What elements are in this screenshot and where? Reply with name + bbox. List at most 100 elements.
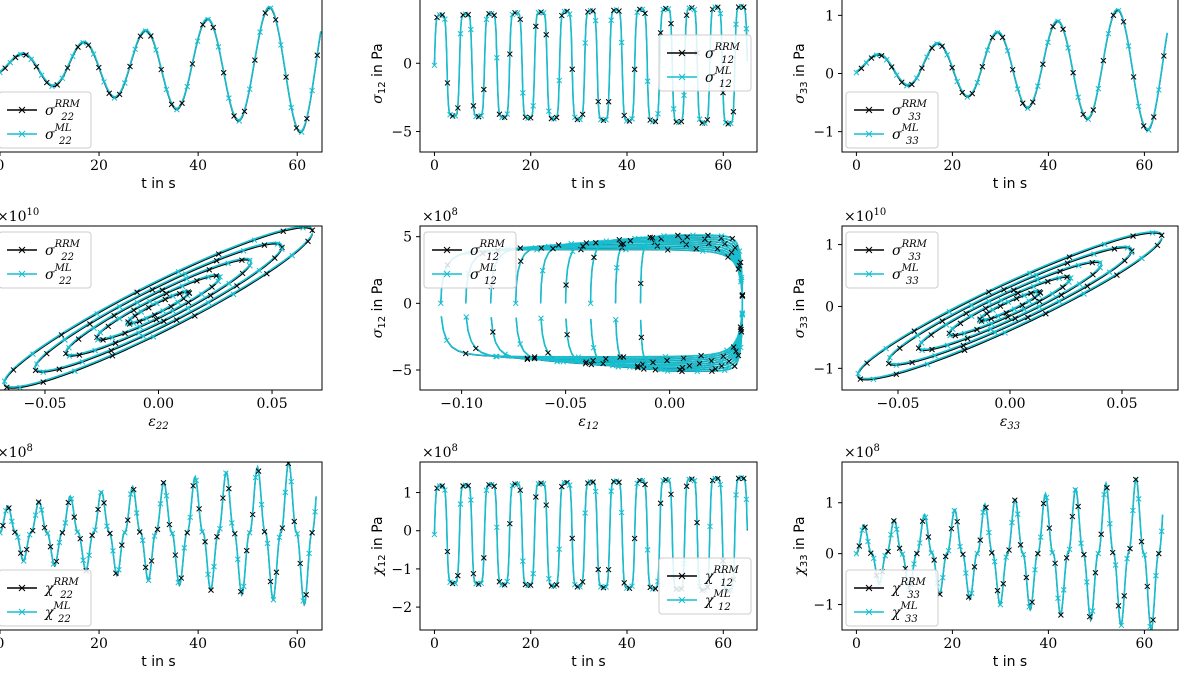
marker-point	[209, 284, 215, 290]
marker-point	[603, 116, 609, 123]
chart-panel-p23: −0.05 0.00 0.05 1 0 −1 ε33 σ33 in Pa ×1010 σRRM 33…	[792, 207, 1179, 432]
marker-point	[145, 577, 152, 584]
marker-point	[661, 232, 667, 239]
marker-point	[236, 118, 243, 124]
marker-point	[736, 248, 743, 254]
marker-point	[592, 239, 599, 246]
marker-point	[251, 237, 258, 244]
marker-point	[705, 232, 711, 239]
marker-point	[527, 114, 534, 121]
marker-point	[1066, 254, 1073, 260]
marker-point	[478, 113, 485, 119]
marker-point	[285, 462, 292, 467]
marker-point	[85, 42, 92, 49]
marker-point	[730, 344, 737, 350]
marker-point	[929, 45, 935, 51]
marker-point	[569, 535, 576, 542]
marker-point	[893, 526, 900, 533]
marker-point	[649, 234, 656, 241]
marker-point	[40, 379, 47, 385]
marker-point	[280, 228, 287, 235]
marker-point	[615, 364, 622, 370]
marker-point	[609, 362, 616, 369]
marker-point	[124, 320, 131, 327]
marker-point	[579, 111, 586, 118]
marker-point	[1081, 551, 1087, 558]
marker-point	[470, 103, 477, 109]
marker-point	[519, 90, 526, 96]
marker-point	[134, 299, 141, 306]
marker-point	[140, 333, 147, 340]
marker-point	[617, 354, 623, 361]
marker-point	[737, 344, 744, 351]
marker-point	[228, 520, 235, 526]
marker-point	[1070, 69, 1076, 76]
marker-point	[652, 366, 659, 373]
marker-point	[1140, 123, 1147, 129]
marker-point	[519, 558, 526, 564]
marker-point	[733, 348, 739, 355]
marker-point	[1043, 494, 1050, 501]
marker-point	[1075, 262, 1082, 269]
marker-point	[143, 315, 150, 322]
marker-point	[1034, 550, 1041, 557]
marker-point	[106, 90, 113, 97]
marker-point	[870, 376, 877, 383]
marker-point	[205, 299, 212, 306]
marker-point	[893, 371, 900, 378]
marker-point	[590, 344, 597, 351]
marker-point	[151, 533, 158, 539]
marker-point	[928, 550, 935, 556]
marker-point	[1158, 232, 1165, 239]
marker-point	[960, 342, 967, 349]
marker-point	[1049, 549, 1056, 556]
marker-point	[974, 326, 980, 333]
marker-point	[80, 39, 87, 46]
marker-point	[158, 66, 165, 73]
axis-multiplier: ×108	[422, 443, 458, 461]
marker-point	[856, 543, 863, 549]
marker-point	[1106, 520, 1113, 527]
marker-point	[636, 6, 643, 13]
marker-point	[686, 362, 693, 369]
x-axis-label: ε12	[578, 414, 598, 432]
marker-point	[540, 481, 547, 487]
marker-point	[627, 357, 634, 364]
marker-point	[261, 242, 268, 249]
marker-point	[982, 317, 989, 324]
marker-point	[651, 241, 658, 248]
marker-point	[246, 529, 253, 536]
marker-point	[868, 55, 875, 61]
marker-point	[588, 361, 595, 368]
axes-frame	[419, 225, 758, 391]
marker-point	[603, 584, 609, 590]
marker-point	[683, 12, 690, 19]
marker-point	[47, 543, 54, 550]
marker-point	[190, 482, 197, 489]
y-tick-label: −5	[391, 125, 412, 141]
marker-point	[960, 551, 966, 558]
x-tick-label: 60	[1135, 158, 1153, 174]
marker-point	[714, 245, 721, 252]
marker-point	[583, 359, 590, 366]
marker-point	[867, 550, 874, 557]
y-axis-label: σ33 in Pa	[792, 43, 810, 103]
marker-point	[898, 79, 905, 86]
marker-point	[545, 349, 551, 356]
marker-point	[231, 530, 238, 537]
marker-point	[554, 358, 560, 365]
marker-point	[704, 116, 711, 123]
marker-point	[205, 16, 211, 23]
marker-point	[66, 344, 72, 351]
marker-point	[664, 368, 671, 374]
marker-point	[718, 358, 725, 365]
marker-point	[664, 247, 671, 253]
marker-point	[1042, 310, 1049, 317]
marker-point	[1009, 519, 1015, 526]
marker-point	[79, 359, 86, 365]
marker-point	[603, 238, 610, 244]
marker-point	[719, 249, 726, 256]
marker-point	[175, 579, 182, 586]
